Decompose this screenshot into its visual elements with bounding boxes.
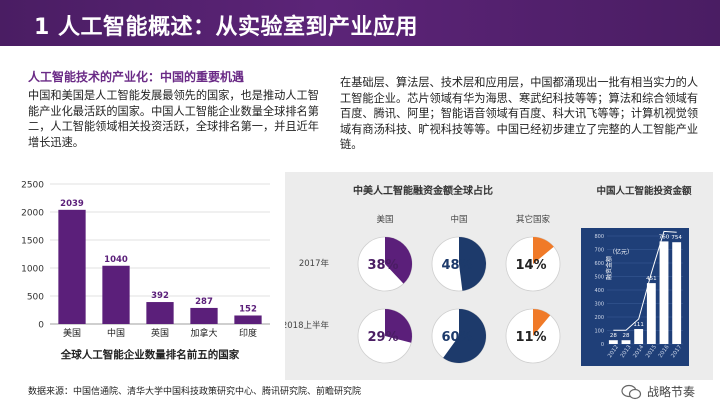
investment-bar bbox=[634, 329, 644, 344]
company-bar-category: 中国 bbox=[107, 327, 125, 339]
investment-ytick: 200 bbox=[594, 315, 604, 321]
pie-slice bbox=[385, 309, 412, 343]
investment-trend-line bbox=[613, 230, 677, 331]
pie-percent-label: 29% bbox=[367, 330, 398, 345]
pie-percent-label: 48% bbox=[441, 258, 472, 273]
pie-column-header: 中国 bbox=[450, 214, 467, 225]
funding-panel: 中美人工智能融资金额全球占比 美国 中国 其它国家 2017年 2013年-2018… bbox=[249, 172, 713, 380]
pie-row-label-2017: 2017年 bbox=[299, 258, 330, 269]
page-title: 1 人工智能概述：从实验室到产业应用 bbox=[34, 15, 418, 40]
pie-slice bbox=[533, 309, 551, 336]
investment-ytick: 300 bbox=[594, 302, 604, 308]
wechat-icon bbox=[621, 384, 642, 400]
company-bar-value: 2039 bbox=[60, 199, 84, 209]
company-bar-value: 392 bbox=[151, 291, 169, 301]
investment-ylabel-secondary: 融资金额 bbox=[605, 256, 613, 280]
investment-ytick: 100 bbox=[594, 329, 604, 335]
investment-bar bbox=[621, 340, 631, 344]
investment-ytick: 700 bbox=[594, 248, 604, 254]
svg-text:2013年-2018上半年: 2013年-2018上半年 bbox=[285, 320, 329, 331]
investment-ytick: 500 bbox=[594, 275, 604, 281]
section-subtitle: 人工智能技术的产业化：中国的重要机遇 bbox=[28, 70, 245, 84]
company-bar-category: 美国 bbox=[63, 327, 81, 339]
investment-value-label: 754 bbox=[671, 235, 682, 241]
funding-share-title: 中美人工智能融资金额全球占比 bbox=[353, 184, 493, 197]
investment-ytick: 400 bbox=[594, 288, 604, 294]
investment-value-label: 451 bbox=[646, 276, 657, 282]
investment-bar bbox=[672, 242, 682, 344]
pie-column-header: 美国 bbox=[376, 214, 393, 225]
investment-ytick: 600 bbox=[594, 261, 604, 267]
pie-percent-label: 11% bbox=[515, 330, 546, 345]
intro-left-paragraph: 中国和美国是人工智能发展最领先的国家，也是推动人工智能产业化最活跃的国家。中国人… bbox=[28, 89, 319, 149]
company-bar-value: 287 bbox=[195, 297, 213, 307]
company-bar-value: 152 bbox=[239, 304, 257, 314]
investment-chart-title: 中国人工智能投资金额 bbox=[596, 185, 692, 197]
company-bar-category: 印度 bbox=[239, 327, 257, 339]
investment-value-label: 28 bbox=[610, 333, 617, 339]
pie-slice bbox=[459, 237, 486, 291]
title-band: 1 人工智能概述：从实验室到产业应用 bbox=[0, 0, 720, 46]
pie-percent-label: 38% bbox=[367, 258, 398, 273]
investment-bar bbox=[608, 340, 618, 344]
pie-slice bbox=[533, 237, 554, 264]
company-bar-category: 加拿大 bbox=[190, 327, 217, 339]
pie-column-header: 其它国家 bbox=[516, 214, 551, 225]
investment-value-label: 760 bbox=[659, 234, 670, 240]
investment-value-label: 28 bbox=[623, 333, 630, 339]
company-bar-category: 英国 bbox=[151, 327, 169, 339]
company-bar bbox=[146, 302, 174, 324]
pie-percent-label: 14% bbox=[515, 258, 546, 273]
company-chart-ytick: 0 bbox=[38, 321, 44, 331]
investment-bar bbox=[659, 241, 669, 344]
company-chart-ytick: 500 bbox=[27, 293, 44, 303]
intro-right-paragraph: 在基础层、算法层、技术层和应用层，中国都涌现出一批有相当实力的人工智能企业。芯片… bbox=[340, 76, 699, 151]
watermark-text: 战略节奏 bbox=[647, 384, 695, 399]
company-count-bar-chart: 0 500 1000 1500 2000 2500 2039 美国 1040 中国 392 英国 28… bbox=[21, 181, 270, 361]
pie-row-label-2013-2018-text: 2013年-2018上半年 bbox=[285, 320, 329, 331]
pie-slice bbox=[443, 309, 486, 363]
investment-value-label: 111 bbox=[633, 322, 644, 328]
company-chart-title: 全球人工智能企业数量排名前五的国家 bbox=[60, 348, 240, 361]
company-chart-ytick: 2500 bbox=[21, 181, 44, 191]
company-chart-ytick: 1500 bbox=[21, 237, 44, 247]
company-chart-ytick: 2000 bbox=[21, 209, 44, 219]
investment-ylabel: （亿元） bbox=[609, 248, 633, 256]
pie-row-label-2013-2018: 2013年-2018上半年 bbox=[249, 320, 330, 331]
company-bar bbox=[234, 315, 262, 324]
company-bar-value: 1040 bbox=[104, 255, 128, 265]
company-bar bbox=[102, 265, 130, 324]
investment-ytick: 800 bbox=[594, 234, 604, 240]
pie-slice bbox=[385, 237, 412, 284]
investment-ytick: 0 bbox=[601, 342, 604, 348]
company-chart-ytick: 1000 bbox=[21, 265, 44, 275]
watermark: 战略节奏 bbox=[620, 383, 716, 401]
data-source-footer: 数据来源：中国信通院、清华大学中国科技政策研究中心、腾讯研究院、前瞻研究院 bbox=[28, 387, 362, 397]
company-bar bbox=[190, 307, 218, 324]
pie-percent-label: 60% bbox=[441, 330, 472, 345]
company-bar bbox=[58, 209, 86, 324]
investment-bar bbox=[646, 283, 656, 344]
